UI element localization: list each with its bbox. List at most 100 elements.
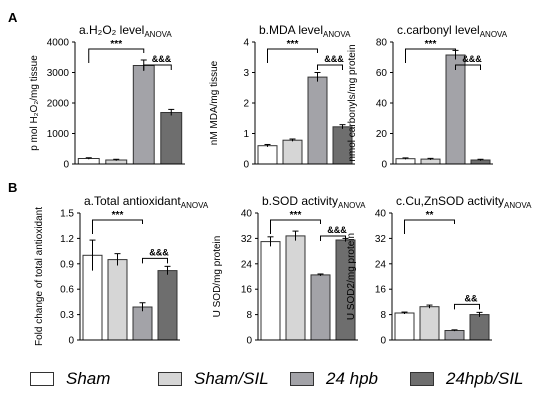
y-tick-label: 32 bbox=[375, 234, 387, 245]
y-tick-label: 2000 bbox=[47, 99, 70, 110]
legend-label-sham-sil: Sham/SIL bbox=[194, 369, 269, 388]
bar-24hpb-sil bbox=[157, 270, 178, 341]
legend-item-24hpb: 24 hpb bbox=[290, 368, 378, 390]
y-axis-label-carbonyl: nmol carbonyls/mg protein bbox=[347, 44, 358, 161]
chart-h2o2: 0 1000 2000 3000 4000 a.H₂O₂ levelANOVA p mol … bbox=[29, 23, 185, 171]
bar-sham bbox=[395, 158, 416, 165]
bar-24hpb bbox=[132, 65, 155, 165]
chart-title-subscript: ANOVA bbox=[504, 201, 532, 210]
significance-bracket bbox=[455, 64, 481, 70]
legend: Sham Sham/SIL 24 hpb 24hpb/SIL bbox=[30, 368, 545, 390]
significance-label: &&& bbox=[152, 54, 172, 64]
significance-label: *** bbox=[112, 210, 124, 221]
chart-cuznsod: 0 8 16 24 32 40 c.Cu,ZnSOD activityANOVA U SOD2… bbox=[346, 194, 532, 347]
chart-title-total-antioxidant: a.Total antioxidantANOVA bbox=[84, 194, 209, 210]
chart-title-subscript: ANOVA bbox=[323, 30, 351, 39]
chart-title-main: a.Total antioxidant bbox=[84, 194, 181, 208]
y-tick-label: 1.5 bbox=[60, 209, 74, 220]
y-tick-label: 8 bbox=[380, 310, 386, 321]
significance-bracket bbox=[267, 48, 318, 63]
chart-sod: 0 8 16 24 32 40 b.SOD activityANOVA U SOD/mg pr… bbox=[212, 194, 366, 347]
y-tick-label: 24 bbox=[241, 259, 253, 270]
significance-bracket bbox=[142, 257, 168, 264]
significance-bracket bbox=[320, 235, 346, 241]
y-tick-label: 32 bbox=[241, 234, 253, 245]
legend-swatch-24hpb bbox=[290, 372, 314, 386]
chart-title-cuznsod: c.Cu,ZnSOD activityANOVA bbox=[396, 194, 532, 210]
chart-title-subscript: ANOVA bbox=[144, 30, 172, 39]
y-tick-label: 60 bbox=[376, 68, 388, 79]
bar-24hpb-sil bbox=[160, 112, 183, 165]
bar-sham bbox=[394, 312, 415, 341]
chart-title-main: b.SOD activity bbox=[262, 194, 338, 208]
significance-bracket bbox=[405, 48, 456, 63]
bar-sham-sil bbox=[107, 259, 128, 341]
bar-sham bbox=[257, 145, 278, 165]
y-tick-label: 3 bbox=[243, 68, 249, 79]
chart-title-h2o2: a.H₂O₂ levelANOVA bbox=[79, 23, 172, 39]
y-tick-label: 40 bbox=[375, 209, 387, 220]
legend-swatch-sham bbox=[30, 372, 54, 386]
bar-sham-sil bbox=[282, 139, 303, 165]
y-tick-label: 0 bbox=[63, 160, 69, 171]
significance-bracket bbox=[143, 64, 172, 70]
chart-title-subscript: ANOVA bbox=[181, 201, 209, 210]
y-tick-label: 0.3 bbox=[60, 310, 74, 321]
bar-24hpb bbox=[444, 330, 465, 341]
chart-carbonyl: 0 20 40 60 80 c.carbonyl levelANOVA nmol carbo… bbox=[347, 23, 508, 171]
y-tick-label: 0 bbox=[243, 160, 249, 171]
chart-mda: 0 1 2 3 4 b.MDA levelANOVA nM MDA/mg tissue ***… bbox=[209, 23, 355, 171]
significance-label: &&& bbox=[462, 54, 482, 64]
bar-sham bbox=[260, 241, 281, 341]
y-tick-label: 4000 bbox=[47, 38, 70, 49]
legend-swatch-sham-sil bbox=[158, 372, 182, 386]
chart-title-sod: b.SOD activityANOVA bbox=[262, 194, 366, 210]
y-axis-label-sod: U SOD/mg protein bbox=[212, 236, 223, 318]
chart-title-main: c.Cu,ZnSOD activity bbox=[396, 194, 504, 208]
chart-title-main: c.carbonyl level bbox=[397, 23, 480, 37]
bar-sham-sil bbox=[419, 306, 440, 341]
y-tick-label: 16 bbox=[241, 285, 253, 296]
y-axis-label-mda: nM MDA/mg tissue bbox=[209, 60, 220, 145]
significance-bracket bbox=[454, 303, 480, 310]
bar-sham-sil bbox=[285, 235, 306, 341]
panel-label-b: B bbox=[8, 180, 17, 195]
y-tick-label: 24 bbox=[375, 259, 387, 270]
y-tick-label: 0.9 bbox=[60, 259, 74, 270]
significance-bracket bbox=[92, 219, 143, 234]
y-tick-label: 1 bbox=[243, 129, 249, 140]
y-tick-label: 0 bbox=[380, 336, 386, 347]
y-tick-label: 3000 bbox=[47, 68, 70, 79]
chart-title-main: a.H₂O₂ level bbox=[79, 23, 144, 37]
chart-title-mda: b.MDA levelANOVA bbox=[259, 23, 351, 39]
y-tick-label: 20 bbox=[376, 129, 388, 140]
legend-label-sham: Sham bbox=[66, 369, 111, 388]
bar-24hpb bbox=[445, 54, 466, 165]
y-tick-label: 40 bbox=[241, 209, 253, 220]
chart-total-antioxidant: 0 0.3 0.6 0.9 1.2 1.5 a.Total antioxidantANOVA… bbox=[34, 194, 209, 347]
y-tick-label: 1000 bbox=[47, 129, 70, 140]
bar-sham bbox=[77, 158, 100, 165]
legend-item-24hpb-sil: 24hpb/SIL bbox=[410, 368, 524, 390]
chart-title-subscript: ANOVA bbox=[480, 30, 508, 39]
significance-bracket bbox=[404, 219, 455, 234]
significance-label: &&& bbox=[327, 225, 347, 235]
significance-label: ** bbox=[426, 210, 434, 221]
y-tick-label: 8 bbox=[246, 310, 252, 321]
y-axis-label-total-antioxidant: Fold change of total antioxidant bbox=[34, 207, 45, 346]
y-tick-label: 0 bbox=[381, 160, 387, 171]
y-tick-label: 16 bbox=[375, 285, 387, 296]
bar-24hpb bbox=[310, 274, 331, 341]
legend-item-sham: Sham bbox=[30, 368, 110, 390]
legend-label-24hpb-sil: 24hpb/SIL bbox=[446, 369, 524, 388]
y-tick-label: 0 bbox=[246, 336, 252, 347]
legend-swatch-24hpb-sil bbox=[410, 372, 434, 386]
panel-label-a: A bbox=[8, 10, 18, 25]
chart-title-main: b.MDA level bbox=[259, 23, 323, 37]
significance-label: &&& bbox=[324, 54, 344, 64]
significance-label: &&& bbox=[149, 247, 169, 257]
legend-item-sham-sil: Sham/SIL bbox=[158, 368, 269, 390]
bar-24hpb bbox=[132, 306, 153, 341]
y-tick-label: 0.6 bbox=[60, 285, 74, 296]
